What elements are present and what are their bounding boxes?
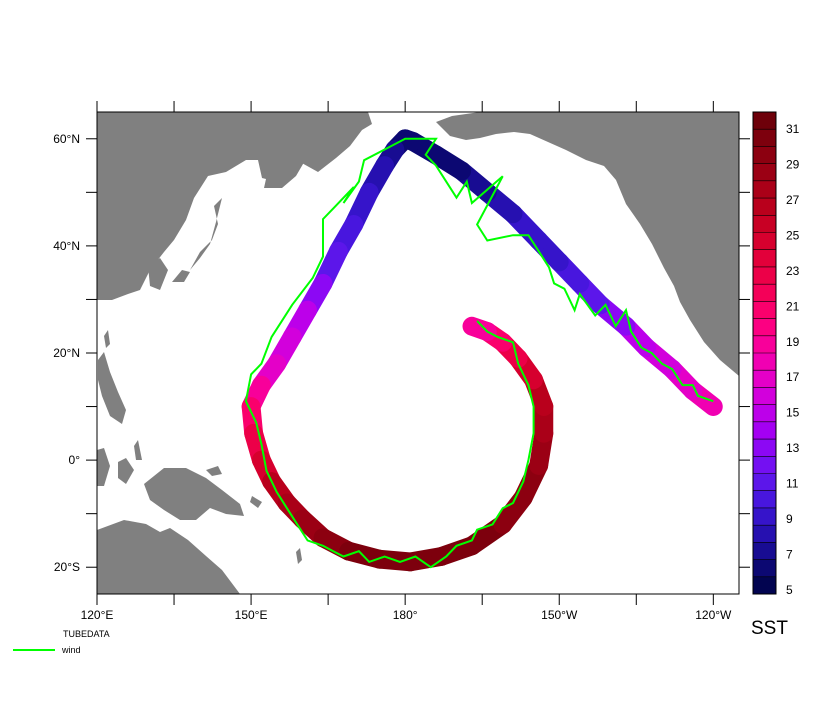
land-taiwan xyxy=(104,330,110,348)
axis-labels: 120°E 150°E 180° 150°W 120°W 60°N 40°N 20°N 0° 20… xyxy=(53,132,732,622)
colorbar-swatch xyxy=(753,112,776,130)
colorbar-swatch xyxy=(753,490,776,509)
track-segment xyxy=(462,316,497,342)
colorbar-swatch xyxy=(753,456,776,474)
colorbar-swatch xyxy=(753,473,776,492)
land-sulawesi xyxy=(118,458,134,484)
colorbar-label: 21 xyxy=(786,299,800,313)
land-australia xyxy=(97,520,240,594)
land-japan-kyushu xyxy=(172,270,190,282)
colorbar-label: 13 xyxy=(786,441,800,455)
land-north-america xyxy=(436,112,739,376)
colorbar-swatch xyxy=(753,507,776,526)
land-halmahera xyxy=(134,440,142,460)
land-vanuatu xyxy=(296,548,302,564)
colorbar-swatch xyxy=(753,404,776,423)
colorbar-title: SST xyxy=(751,618,788,639)
colorbar-label: 7 xyxy=(786,548,793,562)
colorbar-label: 31 xyxy=(786,122,800,136)
colorbar-swatch xyxy=(753,180,776,199)
colorbar-swatch xyxy=(753,525,776,543)
lat-tick-label: 20°S xyxy=(54,560,80,574)
colorbar-swatch xyxy=(753,387,776,406)
colorbar-label: 25 xyxy=(786,228,800,242)
legend-entry-wind: wind xyxy=(61,645,81,655)
land-korea xyxy=(148,258,168,290)
land-bismarck xyxy=(206,466,222,476)
colorbar-swatch xyxy=(753,266,776,285)
sst-colorbar: 31 29 27 25 23 21 19 17 15 13 11 9 7 5 xyxy=(752,111,800,597)
colorbar-swatch xyxy=(753,576,776,595)
lon-tick-label: 180° xyxy=(393,608,418,622)
colorbar-swatch xyxy=(753,163,776,182)
colorbar-swatch xyxy=(753,353,776,371)
colorbar-swatch xyxy=(753,249,776,268)
land-new-guinea xyxy=(144,468,244,520)
colorbar-swatch xyxy=(753,318,776,337)
colorbar-swatch xyxy=(753,439,776,457)
land-japan xyxy=(190,198,222,270)
colorbar-label: 15 xyxy=(786,406,800,420)
lat-tick-label: 20°N xyxy=(53,346,80,360)
colorbar-frame xyxy=(752,111,777,595)
colorbar-swatch xyxy=(753,301,776,320)
land-borneo xyxy=(97,448,110,486)
land-solomon xyxy=(250,496,262,508)
colorbar-label: 23 xyxy=(786,264,800,278)
lon-tick-label: 120°E xyxy=(81,608,114,622)
colorbar-label: 9 xyxy=(786,512,793,526)
colorbar-swatch xyxy=(753,335,776,354)
colorbar-swatch xyxy=(753,129,776,147)
axis-ticks xyxy=(86,101,750,605)
colorbar-label: 5 xyxy=(786,583,793,597)
colorbar-swatch xyxy=(753,146,776,165)
lat-tick-label: 60°N xyxy=(53,132,80,146)
lat-tick-label: 0° xyxy=(69,453,81,467)
colorbar-swatch xyxy=(753,284,776,302)
colorbar-swatch xyxy=(753,215,776,233)
colorbar-swatch xyxy=(753,421,776,440)
colorbar-label: 29 xyxy=(786,157,800,171)
colorbar-label: 19 xyxy=(786,335,800,349)
colorbar-swatch xyxy=(753,370,776,388)
lat-tick-label: 40°N xyxy=(53,239,80,253)
land-philippines xyxy=(98,352,126,424)
wind-line xyxy=(244,137,714,569)
lon-tick-label: 150°E xyxy=(235,608,268,622)
colorbar-swatch xyxy=(753,198,776,216)
colorbar-label: 11 xyxy=(786,477,799,491)
lon-tick-label: 120°W xyxy=(695,608,732,622)
colorbar-swatch xyxy=(753,542,776,561)
lon-tick-label: 150°W xyxy=(541,608,578,622)
colorbar-label: 17 xyxy=(786,370,800,384)
colorbar-label: 27 xyxy=(786,193,800,207)
colorbar-swatch xyxy=(753,232,776,251)
colorbar-swatch xyxy=(753,559,776,578)
land-kamchatka xyxy=(264,114,340,188)
legend-title: TUBEDATA xyxy=(63,629,110,639)
